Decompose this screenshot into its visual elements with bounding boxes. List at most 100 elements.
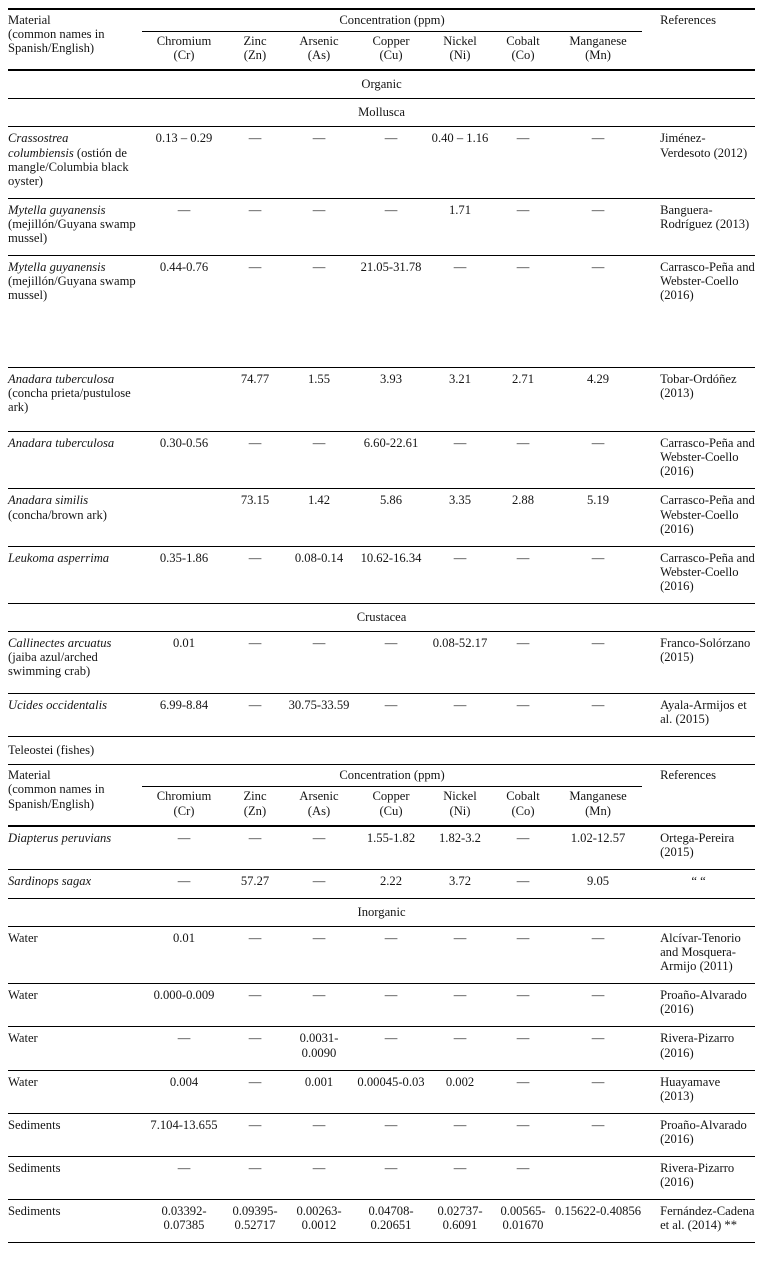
species-name: Leukoma asperrima	[8, 550, 110, 565]
value-cell-manganese: —	[554, 693, 643, 737]
reference-cell: Proaño-Alvarado (2016)	[642, 983, 756, 1027]
table-row: Sardinops sagax —57.27—2.22 3.72—9.05 “ “	[8, 868, 756, 899]
metal-header-chromium: Chromium (Cr)	[142, 31, 226, 72]
value-cell-nickel: 0.02737-0.6091	[428, 1199, 492, 1243]
section-row: Teleostei (fishes)	[8, 736, 756, 765]
value-cell-arsenic: 0.08-0.14	[284, 545, 354, 604]
value-cell-zinc: —	[226, 255, 284, 368]
value-cell-manganese: —	[554, 197, 643, 256]
value-cell-nickel: 3.21	[428, 367, 492, 432]
value-cell-manganese: 1.02-12.57	[554, 825, 643, 870]
value-cell-zinc: —	[226, 825, 284, 870]
value-cell-nickel: 0.40 – 1.16	[428, 126, 492, 199]
value-cell-arsenic: 0.00263-0.0012	[284, 1199, 354, 1243]
value-cell-zinc: —	[226, 197, 284, 256]
species-name: Ucides occidentalis	[8, 698, 107, 713]
value-cell-cobalt: 2.88	[492, 488, 554, 547]
value-cell-cobalt: —	[492, 1112, 554, 1157]
metal-header-zinc: Zinc (Zn)	[226, 31, 284, 72]
material-cell: Sediments	[8, 1112, 142, 1157]
value-cell-cobalt: 2.71	[492, 367, 554, 432]
reference-cell: Tobar-Ordóñez (2013)	[642, 367, 756, 432]
table-row: Mytella guyanensis (mejillón/Guyana swam…	[8, 255, 756, 368]
material-cell: Mytella guyanensis (mejillón/Guyana swam…	[8, 197, 142, 256]
section-label-mollusca: Mollusca	[8, 98, 756, 127]
value-cell-zinc: 0.09395-0.52717	[226, 1199, 284, 1243]
metal-header-copper: Copper (Cu)	[354, 786, 428, 827]
value-cell-chromium	[142, 367, 226, 432]
value-cell-chromium	[142, 488, 226, 547]
metal-header-arsenic: Arsenic (As)	[284, 31, 354, 72]
value-cell-copper: 1.55-1.82	[354, 825, 428, 870]
value-cell-cobalt: —	[492, 631, 554, 694]
value-cell-cobalt: 0.00565-0.01670	[492, 1199, 554, 1243]
material-cell: Leukoma asperrima	[8, 545, 142, 604]
material-cell: Mytella guyanensis (mejillón/Guyana swam…	[8, 255, 142, 368]
value-cell-copper: 0.00045-0.03	[354, 1069, 428, 1114]
species-name: Crassostrea columbiensis	[8, 131, 74, 160]
value-cell-manganese: —	[554, 126, 643, 199]
value-cell-chromium: 7.104-13.655	[142, 1112, 226, 1157]
metal-header-arsenic: Arsenic (As)	[284, 786, 354, 827]
value-cell-manganese: —	[554, 1069, 643, 1114]
section-label-organic: Organic	[8, 69, 756, 99]
value-cell-zinc: —	[226, 631, 284, 694]
value-cell-manganese: 5.19	[554, 488, 643, 547]
value-cell-zinc: —	[226, 983, 284, 1027]
value-cell-zinc: —	[226, 545, 284, 604]
table-row: Anadara tuberculosa 0.30-0.56— —6.60-22.61…	[8, 431, 756, 489]
material-cell: Anadara tuberculosa (concha prieta/pustu…	[8, 367, 142, 432]
value-cell-manganese: —	[554, 431, 643, 489]
value-cell-nickel: —	[428, 1026, 492, 1071]
species-name: Diapterus peruvians	[8, 830, 112, 845]
value-cell-chromium: 0.13 – 0.29	[142, 126, 226, 199]
value-cell-arsenic: —	[284, 431, 354, 489]
value-cell-cobalt: —	[492, 983, 554, 1027]
value-cell-manganese: —	[554, 631, 643, 694]
concentration-group-header: Concentration (ppm)	[142, 9, 643, 33]
species-name: Sardinops sagax	[8, 873, 92, 888]
section-label-inorganic: Inorganic	[8, 897, 756, 927]
reference-cell: Carrasco-Peña and Webster-Coello (2016)	[642, 488, 756, 547]
value-cell-copper: 21.05-31.78	[354, 255, 428, 368]
material-cell: Diapterus peruvians	[8, 825, 142, 870]
value-cell-copper: —	[354, 197, 428, 256]
value-cell-manganese: 0.15622-0.40856	[554, 1199, 643, 1243]
material-cell: Callinectes arcuatus (jaiba azul/arched …	[8, 631, 142, 694]
value-cell-chromium: 0.000-0.009	[142, 983, 226, 1027]
material-cell: Water	[8, 1069, 142, 1114]
value-cell-copper: 10.62-16.34	[354, 545, 428, 604]
value-cell-chromium: 0.30-0.56	[142, 431, 226, 489]
table-header-row-metals: Chromium (Cr) Zinc (Zn) Arsenic (As) Copper (Cu…	[8, 31, 755, 72]
table-row: Sediments 7.104-13.655— — — — — — Proaño-Alvara…	[8, 1112, 756, 1157]
material-cell: Crassostrea columbiensis (ostión de mang…	[8, 126, 142, 199]
reference-cell: Carrasco-Peña and Webster-Coello (2016)	[642, 431, 756, 489]
species-name: Mytella guyanensis	[8, 260, 106, 275]
metal-header-zinc: Zinc (Zn)	[226, 786, 284, 827]
concentration-group-header: Concentration (ppm)	[142, 764, 643, 788]
value-cell-zinc: —	[226, 925, 284, 984]
value-cell-chromium: —	[142, 1156, 226, 1200]
value-cell-manganese: —	[554, 255, 643, 368]
value-cell-arsenic: 0.0031-0.0090	[284, 1026, 354, 1071]
value-cell-zinc: —	[226, 1069, 284, 1114]
reference-cell: Banguera-Rodríguez (2013)	[642, 197, 756, 256]
value-cell-manganese: 4.29	[554, 367, 643, 432]
value-cell-copper: 5.86	[354, 488, 428, 547]
value-cell-arsenic: 1.42	[284, 488, 354, 547]
value-cell-chromium: 0.01	[142, 631, 226, 694]
value-cell-chromium: 0.004	[142, 1069, 226, 1114]
value-cell-cobalt: —	[492, 545, 554, 604]
reference-cell: Franco-Solórzano (2015)	[642, 631, 756, 694]
value-cell-chromium: 6.99-8.84	[142, 693, 226, 737]
value-cell-chromium: 0.03392-0.07385	[142, 1199, 226, 1243]
reference-cell: Proaño-Alvarado (2016)	[642, 1112, 756, 1157]
value-cell-nickel: 1.71	[428, 197, 492, 256]
value-cell-cobalt: —	[492, 868, 554, 899]
value-cell-zinc: —	[226, 1112, 284, 1157]
value-cell-cobalt: —	[492, 825, 554, 870]
section-label-crustacea: Crustacea	[8, 602, 756, 632]
table-row: Water — —0.0031-0.0090— — — — Rivera-Pizarro (…	[8, 1026, 756, 1071]
section-row: Crustacea	[8, 602, 756, 632]
value-cell-chromium: 0.44-0.76	[142, 255, 226, 368]
